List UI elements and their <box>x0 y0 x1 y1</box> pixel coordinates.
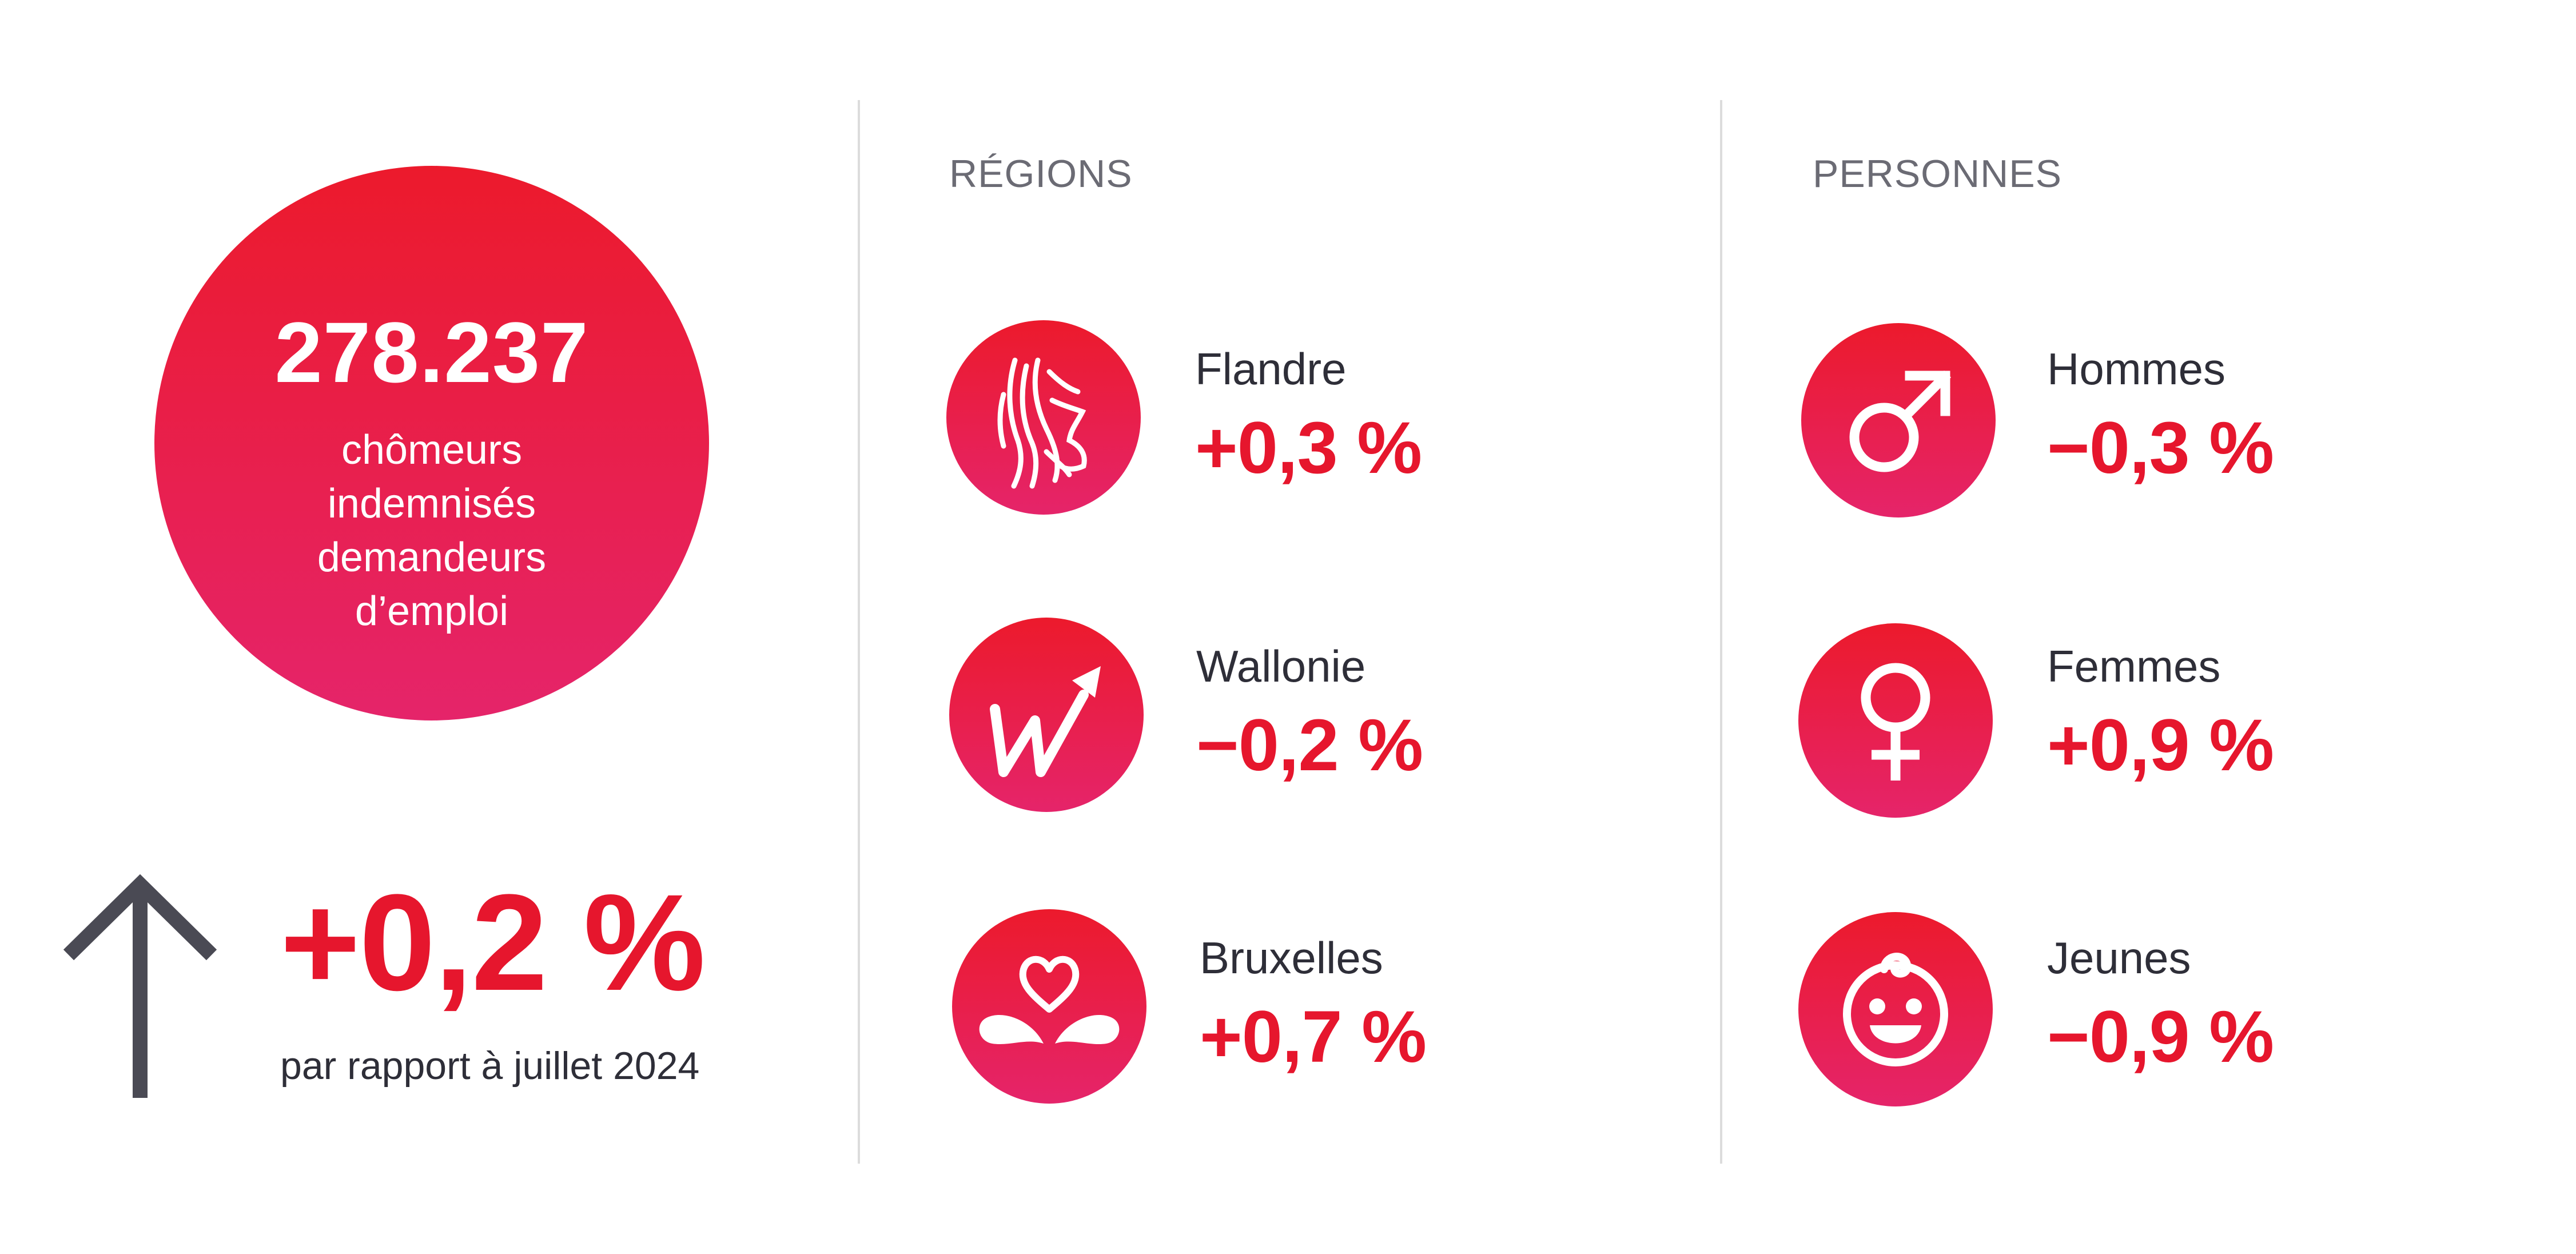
region-label-flandre: Flandre <box>1195 344 1347 394</box>
male-symbol-icon <box>1801 323 1996 517</box>
person-value-hommes: −0,3 % <box>2047 407 2274 489</box>
comparison-text: par rapport à juillet 2024 <box>280 1044 700 1088</box>
arrow-up-icon <box>63 872 217 1101</box>
region-label-wallonie: Wallonie <box>1196 641 1366 691</box>
person-label-hommes: Hommes <box>2047 344 2226 394</box>
wallonia-w-icon <box>949 618 1144 812</box>
person-value-jeunes: −0,9 % <box>2047 996 2274 1078</box>
divider <box>1720 100 1722 1164</box>
region-label-bruxelles: Bruxelles <box>1200 933 1383 983</box>
persons-heading: PERSONNES <box>1813 152 2062 196</box>
female-symbol-icon <box>1798 623 1993 818</box>
flemish-lion-icon <box>946 320 1141 515</box>
overall-change: +0,2 % <box>280 866 706 1019</box>
divider <box>858 100 860 1164</box>
total-circle: 278.237 chômeurs indemnisés demandeurs d… <box>154 166 709 720</box>
region-value-bruxelles: +0,7 % <box>1200 996 1427 1078</box>
total-count: 278.237 <box>274 304 589 400</box>
total-description: chômeurs indemnisés demandeurs d’emploi <box>317 427 547 634</box>
brussels-iris-icon <box>952 909 1146 1104</box>
region-value-flandre: +0,3 % <box>1195 407 1422 489</box>
person-label-femmes: Femmes <box>2047 641 2221 691</box>
regions-heading: RÉGIONS <box>949 152 1133 196</box>
person-label-jeunes: Jeunes <box>2047 933 2191 983</box>
person-value-femmes: +0,9 % <box>2047 704 2274 786</box>
baby-face-icon <box>1798 912 1993 1106</box>
region-value-wallonie: −0,2 % <box>1196 704 1423 786</box>
